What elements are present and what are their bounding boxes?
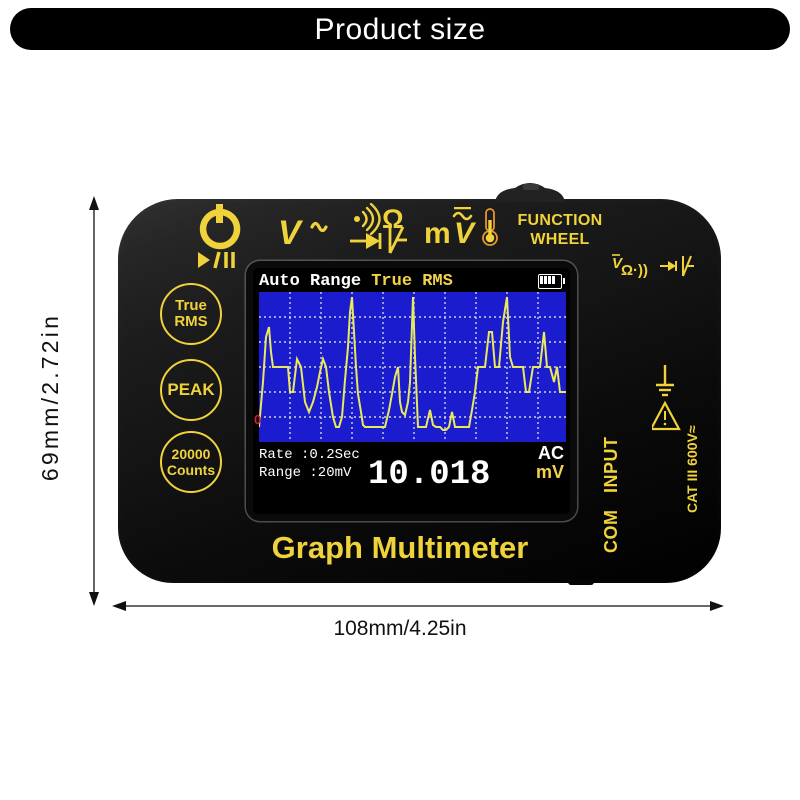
svg-text:m: m <box>424 217 451 250</box>
svg-text:Ω·)): Ω·)) <box>621 262 648 279</box>
svg-text:V: V <box>454 217 477 250</box>
svg-text:V: V <box>278 214 304 252</box>
